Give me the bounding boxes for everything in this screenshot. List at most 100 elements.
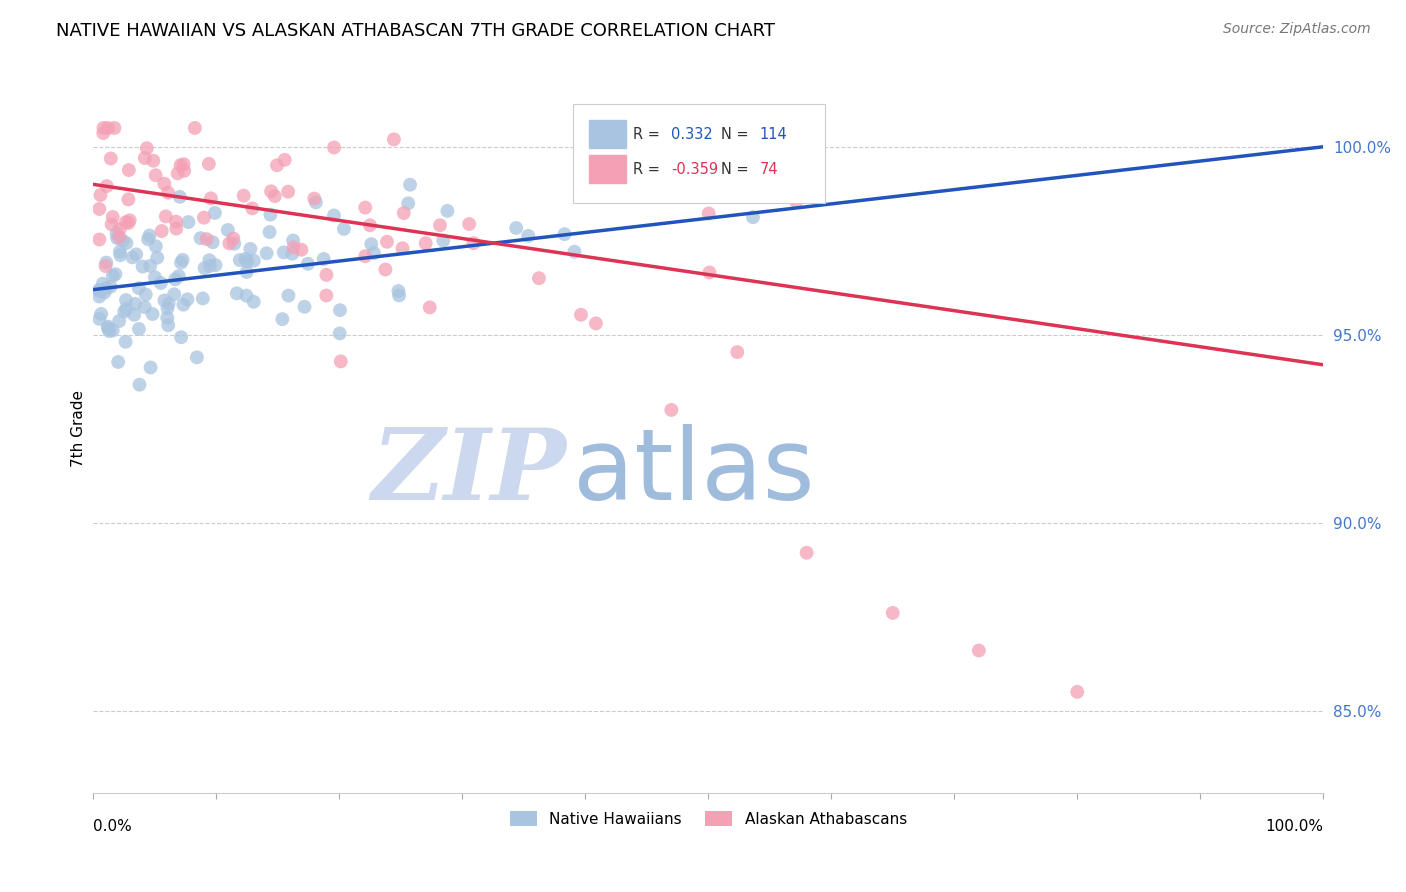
Point bbox=[235, 288, 257, 302]
Point bbox=[323, 140, 346, 154]
Point bbox=[94, 259, 117, 273]
Point bbox=[98, 324, 121, 338]
Point bbox=[93, 285, 115, 300]
Point bbox=[690, 163, 713, 178]
Point bbox=[359, 219, 381, 233]
Point bbox=[142, 307, 165, 321]
Point bbox=[103, 120, 125, 135]
Point bbox=[112, 304, 135, 318]
Text: 0.0%: 0.0% bbox=[93, 819, 132, 834]
Point bbox=[169, 190, 191, 204]
Point bbox=[156, 310, 179, 325]
Point bbox=[277, 185, 299, 199]
Y-axis label: 7th Grade: 7th Grade bbox=[72, 390, 86, 467]
Point bbox=[97, 120, 120, 135]
Point bbox=[432, 234, 454, 248]
Point bbox=[115, 236, 138, 251]
Point bbox=[200, 191, 222, 205]
Point bbox=[553, 227, 575, 241]
Point bbox=[157, 186, 180, 200]
Point bbox=[165, 272, 187, 286]
Point bbox=[172, 298, 194, 312]
Point bbox=[882, 606, 904, 620]
Point bbox=[138, 228, 160, 243]
Point bbox=[118, 213, 141, 227]
Point bbox=[89, 202, 111, 216]
Point bbox=[146, 251, 169, 265]
Point bbox=[259, 225, 281, 239]
Point bbox=[235, 265, 257, 279]
Point bbox=[177, 215, 200, 229]
Point bbox=[204, 206, 226, 220]
Point bbox=[101, 210, 124, 224]
Point bbox=[134, 151, 156, 165]
Point bbox=[329, 326, 352, 341]
Point bbox=[354, 201, 377, 215]
Point bbox=[505, 221, 527, 235]
Point bbox=[121, 251, 143, 265]
Point bbox=[585, 317, 607, 331]
Point bbox=[195, 232, 218, 246]
Point bbox=[170, 330, 193, 344]
Point bbox=[149, 276, 172, 290]
Point bbox=[118, 163, 141, 178]
Point bbox=[218, 236, 240, 251]
Text: Source: ZipAtlas.com: Source: ZipAtlas.com bbox=[1223, 22, 1371, 37]
Point bbox=[186, 351, 208, 365]
Point bbox=[305, 195, 328, 210]
Point bbox=[375, 235, 398, 249]
Point bbox=[89, 289, 111, 303]
Point bbox=[191, 292, 214, 306]
Point bbox=[136, 232, 159, 246]
Point bbox=[110, 248, 132, 262]
Point bbox=[93, 120, 115, 135]
Text: -0.359: -0.359 bbox=[671, 161, 718, 177]
Point bbox=[100, 218, 122, 232]
Point bbox=[277, 288, 299, 302]
Point bbox=[145, 239, 167, 253]
Point bbox=[217, 223, 239, 237]
Point bbox=[89, 188, 111, 202]
Point bbox=[135, 141, 157, 155]
Point bbox=[145, 168, 167, 182]
Text: 0.332: 0.332 bbox=[671, 127, 713, 142]
Point bbox=[273, 245, 295, 260]
Point bbox=[166, 166, 188, 180]
Text: 114: 114 bbox=[759, 127, 787, 142]
Point bbox=[281, 246, 304, 260]
Point bbox=[134, 300, 156, 314]
Point bbox=[281, 234, 304, 248]
Point bbox=[128, 281, 150, 295]
Point bbox=[153, 293, 176, 308]
Text: atlas: atlas bbox=[572, 424, 814, 521]
Point bbox=[391, 241, 413, 255]
Point bbox=[204, 258, 226, 272]
Point bbox=[225, 286, 247, 301]
Point bbox=[114, 334, 136, 349]
Point bbox=[260, 185, 283, 199]
Text: 100.0%: 100.0% bbox=[1265, 819, 1323, 834]
Point bbox=[115, 215, 138, 229]
Point bbox=[100, 152, 122, 166]
Point bbox=[176, 293, 198, 307]
Point bbox=[94, 281, 117, 295]
Point bbox=[131, 260, 153, 274]
Point bbox=[156, 301, 179, 316]
Point bbox=[201, 235, 224, 250]
Point bbox=[173, 157, 195, 171]
Point bbox=[167, 269, 190, 284]
Point bbox=[243, 253, 266, 268]
Point bbox=[396, 196, 419, 211]
Point bbox=[157, 296, 180, 310]
Point bbox=[363, 246, 385, 260]
Point bbox=[697, 206, 720, 220]
Point bbox=[374, 262, 396, 277]
Point bbox=[229, 253, 252, 268]
Point bbox=[259, 208, 281, 222]
Point bbox=[108, 222, 131, 236]
Point bbox=[184, 120, 207, 135]
Point bbox=[463, 236, 485, 251]
Point bbox=[634, 158, 657, 172]
Point bbox=[198, 157, 221, 171]
Point bbox=[124, 297, 146, 311]
